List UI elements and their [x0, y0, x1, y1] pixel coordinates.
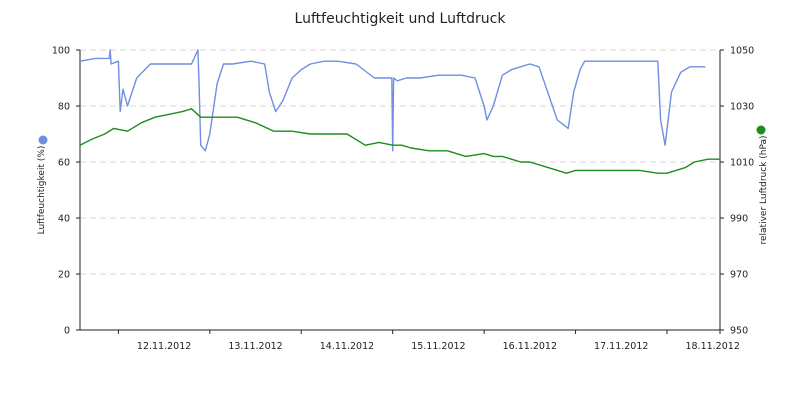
x-tick-label: 13.11.2012 — [228, 341, 282, 352]
x-tick-label: 15.11.2012 — [411, 341, 465, 352]
left-tick-label: 0 — [64, 326, 70, 337]
left-tick-label: 100 — [52, 46, 70, 57]
x-tick-label: 18.11.2012 — [685, 341, 739, 352]
x-tick-label: 12.11.2012 — [137, 341, 191, 352]
right-tick-label: 1050 — [730, 46, 754, 57]
humidity-series-line — [79, 49, 706, 152]
left-tick-label: 80 — [58, 102, 70, 113]
grid — [80, 49, 720, 275]
right-tick-label: 950 — [730, 326, 748, 337]
x-axis-ticks: 12.11.2012 13.11.2012 14.11.2012 15.11.2012… — [117, 330, 740, 352]
x-tick-label: 17.11.2012 — [594, 341, 648, 352]
axes — [79, 50, 721, 331]
left-y-axis-ticks: 0 20 40 60 80 100 — [52, 46, 80, 337]
chart-title: Luftfeuchtigkeit und Luftdruck — [295, 11, 507, 27]
right-tick-label: 1030 — [730, 102, 754, 113]
right-tick-label: 1010 — [730, 158, 754, 169]
x-tick-label: 16.11.2012 — [503, 341, 557, 352]
pressure-series-line — [79, 108, 720, 174]
right-y-axis-ticks: 950 970 990 1010 1030 1050 — [720, 46, 754, 337]
legend-pressure-marker — [756, 125, 766, 135]
series-group — [79, 49, 720, 174]
left-y-axis-title: Luftfeuchtigkeit (%) — [37, 146, 47, 235]
left-tick-label: 20 — [58, 270, 70, 281]
right-y-axis-title: relativer Luftdruck (hPa) — [759, 135, 769, 244]
right-tick-label: 990 — [730, 214, 748, 225]
left-tick-label: 40 — [58, 214, 70, 225]
x-tick-label: 14.11.2012 — [320, 341, 374, 352]
left-tick-label: 60 — [58, 158, 70, 169]
legend-humidity-marker — [38, 135, 48, 145]
right-tick-label: 970 — [730, 270, 748, 281]
